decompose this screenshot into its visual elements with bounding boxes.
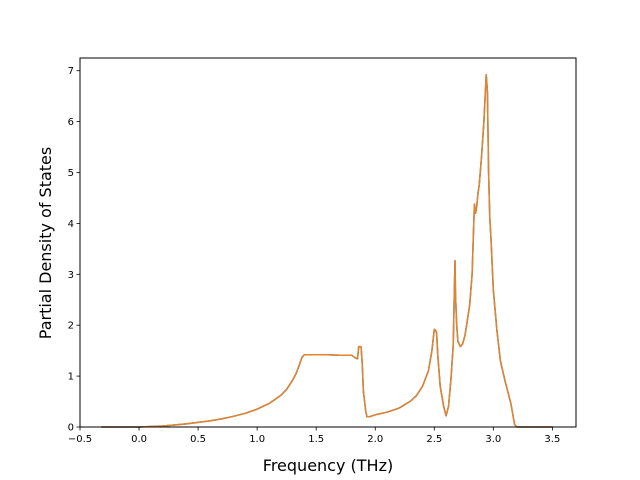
x-tick-label: 2.0 (367, 434, 383, 445)
y-tick-label: 6 (68, 117, 74, 128)
y-tick-label: 7 (68, 66, 74, 77)
axis-ticks: −0.5 0.0 0.5 1.0 1.5 2.0 2.5 3.0 3.5 0 1 2 3 4 5 6 7 (68, 66, 561, 445)
x-tick-label: 2.5 (426, 434, 442, 445)
y-tick-label: 4 (68, 219, 74, 230)
x-tick-label: 0.0 (131, 434, 147, 445)
y-tick-label: 2 (68, 321, 74, 332)
y-axis-label: Partial Density of States (36, 147, 55, 339)
y-tick-label: 5 (68, 168, 74, 179)
x-tick-label: 3.0 (485, 434, 501, 445)
x-tick-label: 0.5 (190, 434, 206, 445)
axes-frame (79, 57, 577, 428)
plot-area (101, 74, 553, 428)
x-axis-label: Frequency (THz) (263, 456, 393, 475)
x-tick-label: 3.5 (544, 434, 560, 445)
x-tick-label: 1.0 (249, 434, 265, 445)
x-tick-label: 1.5 (308, 434, 324, 445)
x-tick-label: −0.5 (68, 434, 92, 445)
y-tick-label: 3 (68, 270, 74, 281)
series-0-line (101, 74, 553, 428)
y-tick-label: 1 (68, 372, 74, 383)
y-tick-label: 0 (68, 423, 74, 434)
